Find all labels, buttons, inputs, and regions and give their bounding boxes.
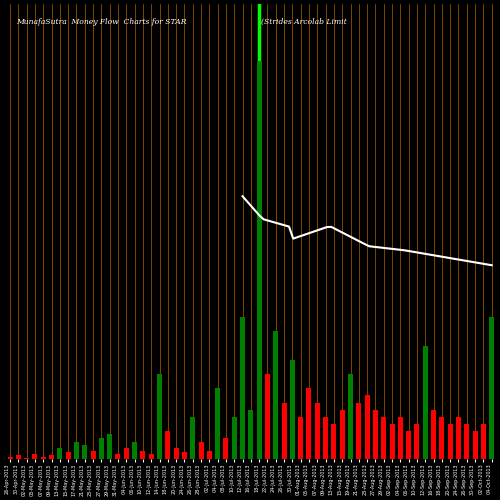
Bar [140, 451, 145, 460]
Bar [423, 346, 428, 460]
Bar [481, 424, 486, 460]
Bar [8, 456, 12, 460]
Bar [32, 454, 38, 460]
Bar [107, 434, 112, 460]
Bar [406, 431, 411, 460]
Bar [340, 410, 344, 460]
Bar [182, 452, 187, 460]
Bar [132, 442, 137, 460]
Bar [215, 388, 220, 460]
Bar [472, 431, 478, 460]
Bar [116, 454, 120, 460]
Bar [274, 332, 278, 460]
Bar [489, 317, 494, 460]
Bar [99, 438, 104, 460]
Bar [190, 416, 195, 460]
Bar [74, 442, 79, 460]
Text: MunafaSutra  Money Flow  Charts for STAR: MunafaSutra Money Flow Charts for STAR [16, 18, 186, 26]
Bar [381, 416, 386, 460]
Bar [290, 360, 295, 460]
Bar [124, 448, 129, 460]
Bar [157, 374, 162, 460]
Bar [431, 410, 436, 460]
Bar [373, 410, 378, 460]
Bar [166, 431, 170, 460]
Bar [448, 424, 452, 460]
Bar [232, 416, 236, 460]
Bar [364, 396, 370, 460]
Bar [414, 424, 420, 460]
Bar [390, 424, 394, 460]
Bar [332, 424, 336, 460]
Bar [256, 61, 262, 460]
Bar [16, 455, 21, 460]
Bar [82, 445, 87, 460]
Bar [66, 452, 70, 460]
Bar [41, 456, 46, 460]
Text: (Strides Arcolab Limit: (Strides Arcolab Limit [260, 18, 346, 26]
Bar [265, 374, 270, 460]
Bar [240, 317, 245, 460]
Bar [306, 388, 312, 460]
Bar [398, 416, 403, 460]
Bar [224, 438, 228, 460]
Bar [464, 424, 469, 460]
Bar [49, 455, 54, 460]
Bar [248, 410, 254, 460]
Bar [174, 448, 178, 460]
Bar [456, 416, 461, 460]
Bar [323, 416, 328, 460]
Bar [348, 374, 353, 460]
Bar [90, 451, 96, 460]
Bar [58, 448, 62, 460]
Bar [356, 402, 362, 460]
Bar [282, 402, 286, 460]
Bar [298, 416, 303, 460]
Bar [440, 416, 444, 460]
Bar [198, 442, 203, 460]
Bar [315, 402, 320, 460]
Bar [207, 451, 212, 460]
Bar [148, 454, 154, 460]
Bar [24, 458, 29, 460]
